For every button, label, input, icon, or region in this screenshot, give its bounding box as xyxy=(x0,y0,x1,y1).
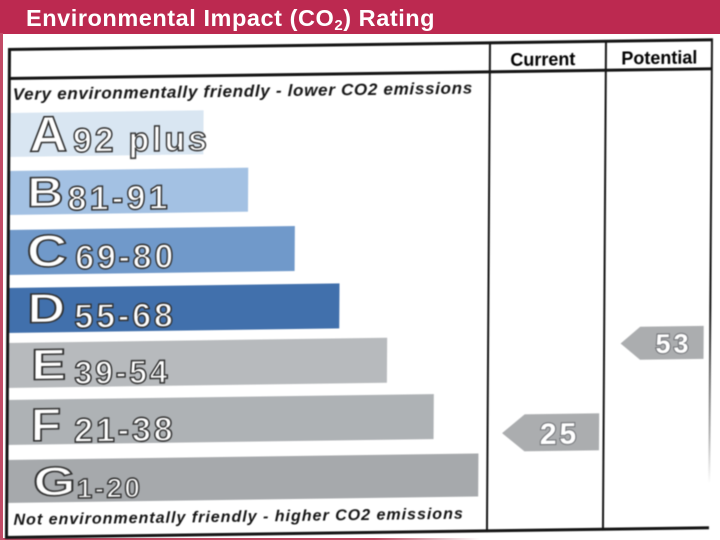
svg-text:53: 53 xyxy=(655,329,691,359)
svg-text:25: 25 xyxy=(540,417,580,451)
